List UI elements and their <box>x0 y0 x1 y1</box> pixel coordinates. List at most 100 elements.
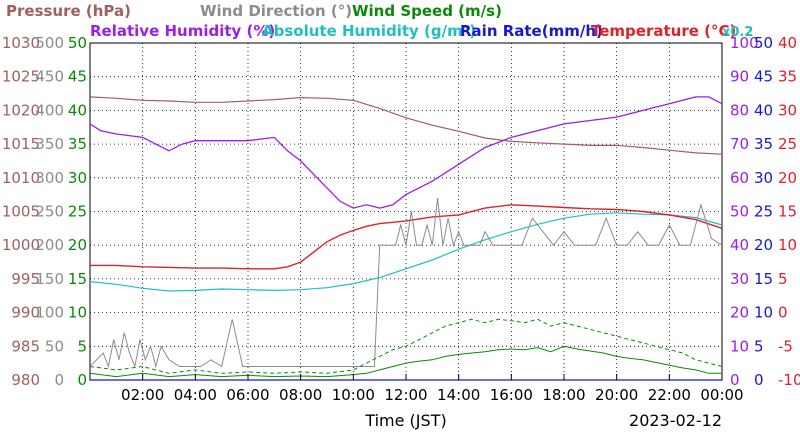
legend-entry: Wind Speed (m/s) <box>352 2 502 20</box>
legend-entry: Temperature (°C) <box>591 22 736 40</box>
y-tick-label: 200 <box>35 236 64 254</box>
y-tick-label: 25 <box>68 203 87 221</box>
y-tick-label: 45 <box>68 68 87 86</box>
y-tick-label: 100 <box>730 34 759 52</box>
x-tick-label: 20:00 <box>595 386 638 404</box>
y-tick-label: 80 <box>730 101 749 119</box>
y-tick-label: 5 <box>778 270 788 288</box>
series-line-0 <box>89 96 723 155</box>
y-tick-label: 400 <box>35 101 64 119</box>
y-tick-label: 450 <box>35 68 64 86</box>
legend-entry: x0.2 <box>722 25 753 40</box>
y-tick-label: 1005 <box>2 203 40 221</box>
y-tick-label: -10 <box>778 371 800 389</box>
series-line-6 <box>89 318 723 374</box>
y-tick-label: 10 <box>730 337 749 355</box>
y-tick-label: 20 <box>778 169 797 187</box>
y-tick-label: 990 <box>11 304 40 322</box>
y-tick-label: 1020 <box>2 101 40 119</box>
y-tick-label: 45 <box>754 68 773 86</box>
y-tick-label: 0 <box>730 371 740 389</box>
y-tick-label: 1015 <box>2 135 40 153</box>
chart-legend: Pressure (hPa) Wind Direction (°) Wind Spe… <box>6 2 753 40</box>
series-line-5 <box>89 345 722 378</box>
series-line-2 <box>89 212 723 292</box>
y-tick-label: 1030 <box>2 34 40 52</box>
y-tick-label: 90 <box>730 68 749 86</box>
y-tick-label: 0 <box>54 371 64 389</box>
y-tick-label: 60 <box>730 169 749 187</box>
y-tick-label: 15 <box>778 203 797 221</box>
y-tick-label: 50 <box>754 34 773 52</box>
x-tick-label: 18:00 <box>542 386 585 404</box>
y-tick-label: 30 <box>730 270 749 288</box>
legend-entry: Pressure (hPa) <box>6 2 131 20</box>
y-tick-label: 50 <box>730 203 749 221</box>
y-tick-label: 25 <box>754 203 773 221</box>
y-tick-label: 995 <box>11 270 40 288</box>
y-tick-label: 40 <box>68 101 87 119</box>
x-axis: 02:00 04:00 06:00 08:00 10:00 12:00 14:00 16:00… <box>121 374 744 404</box>
y-tick-label: 300 <box>35 169 64 187</box>
y-tick-label: 1025 <box>2 68 40 86</box>
y-tick-label: 30 <box>754 169 773 187</box>
y-tick-label: 250 <box>35 203 64 221</box>
x-tick-label: 02:00 <box>121 386 164 404</box>
series-lines <box>89 96 723 381</box>
legend-entry: Relative Humidity (%) <box>90 22 275 40</box>
y-tick-label: 30 <box>778 101 797 119</box>
y-tick-label: 5 <box>77 337 87 355</box>
y-tick-label: 350 <box>35 135 64 153</box>
y-tick-label: 1000 <box>2 236 40 254</box>
y-tick-label: -5 <box>778 337 793 355</box>
y-axes: 1030102510201015101010051000995990985980… <box>2 34 800 389</box>
y-tick-label: 30 <box>68 169 87 187</box>
y-tick-label: 50 <box>45 337 64 355</box>
y-tick-label: 35 <box>778 68 797 86</box>
y-tick-label: 40 <box>730 236 749 254</box>
y-tick-label: 20 <box>68 236 87 254</box>
legend-entry: Absolute Humidity (g/m³) <box>262 22 476 40</box>
y-tick-label: 0 <box>778 304 788 322</box>
x-tick-label: 14:00 <box>437 386 480 404</box>
x-tick-label: 22:00 <box>648 386 691 404</box>
y-tick-label: 35 <box>754 135 773 153</box>
y-tick-label: 980 <box>11 371 40 389</box>
y-tick-label: 40 <box>754 101 773 119</box>
legend-entry: Rain Rate(mm/h) <box>460 22 603 40</box>
x-tick-label: 16:00 <box>490 386 533 404</box>
y-tick-label: 20 <box>730 304 749 322</box>
series-line-3 <box>90 204 723 270</box>
date-label: 2023-02-12 <box>629 411 722 430</box>
x-tick-label: 08:00 <box>279 386 322 404</box>
y-tick-label: 15 <box>68 270 87 288</box>
y-tick-label: 10 <box>778 236 797 254</box>
y-tick-label: 985 <box>11 337 40 355</box>
y-tick-label: 15 <box>754 270 773 288</box>
x-tick-label: 10:00 <box>332 386 375 404</box>
y-tick-label: 0 <box>77 371 87 389</box>
series-line-1 <box>89 96 723 209</box>
y-tick-label: 1010 <box>2 169 40 187</box>
y-tick-label: 35 <box>68 135 87 153</box>
y-tick-label: 150 <box>35 270 64 288</box>
y-tick-label: 20 <box>754 236 773 254</box>
x-axis-label: Time (JST) <box>364 411 446 430</box>
x-tick-label: 12:00 <box>384 386 427 404</box>
x-tick-label: 06:00 <box>226 386 269 404</box>
y-tick-label: 50 <box>68 34 87 52</box>
x-tick-label: 00:00 <box>700 386 743 404</box>
y-tick-label: 10 <box>68 304 87 322</box>
y-tick-label: 100 <box>35 304 64 322</box>
y-tick-label: 0 <box>754 371 764 389</box>
y-tick-label: 500 <box>35 34 64 52</box>
y-tick-label: 10 <box>754 304 773 322</box>
y-tick-label: 70 <box>730 135 749 153</box>
series-line-4 <box>89 197 723 369</box>
y-tick-label: 5 <box>754 337 764 355</box>
legend-entry: Wind Direction (°) <box>200 2 352 20</box>
y-tick-label: 40 <box>778 34 797 52</box>
x-tick-label: 04:00 <box>174 386 217 404</box>
y-tick-label: 25 <box>778 135 797 153</box>
